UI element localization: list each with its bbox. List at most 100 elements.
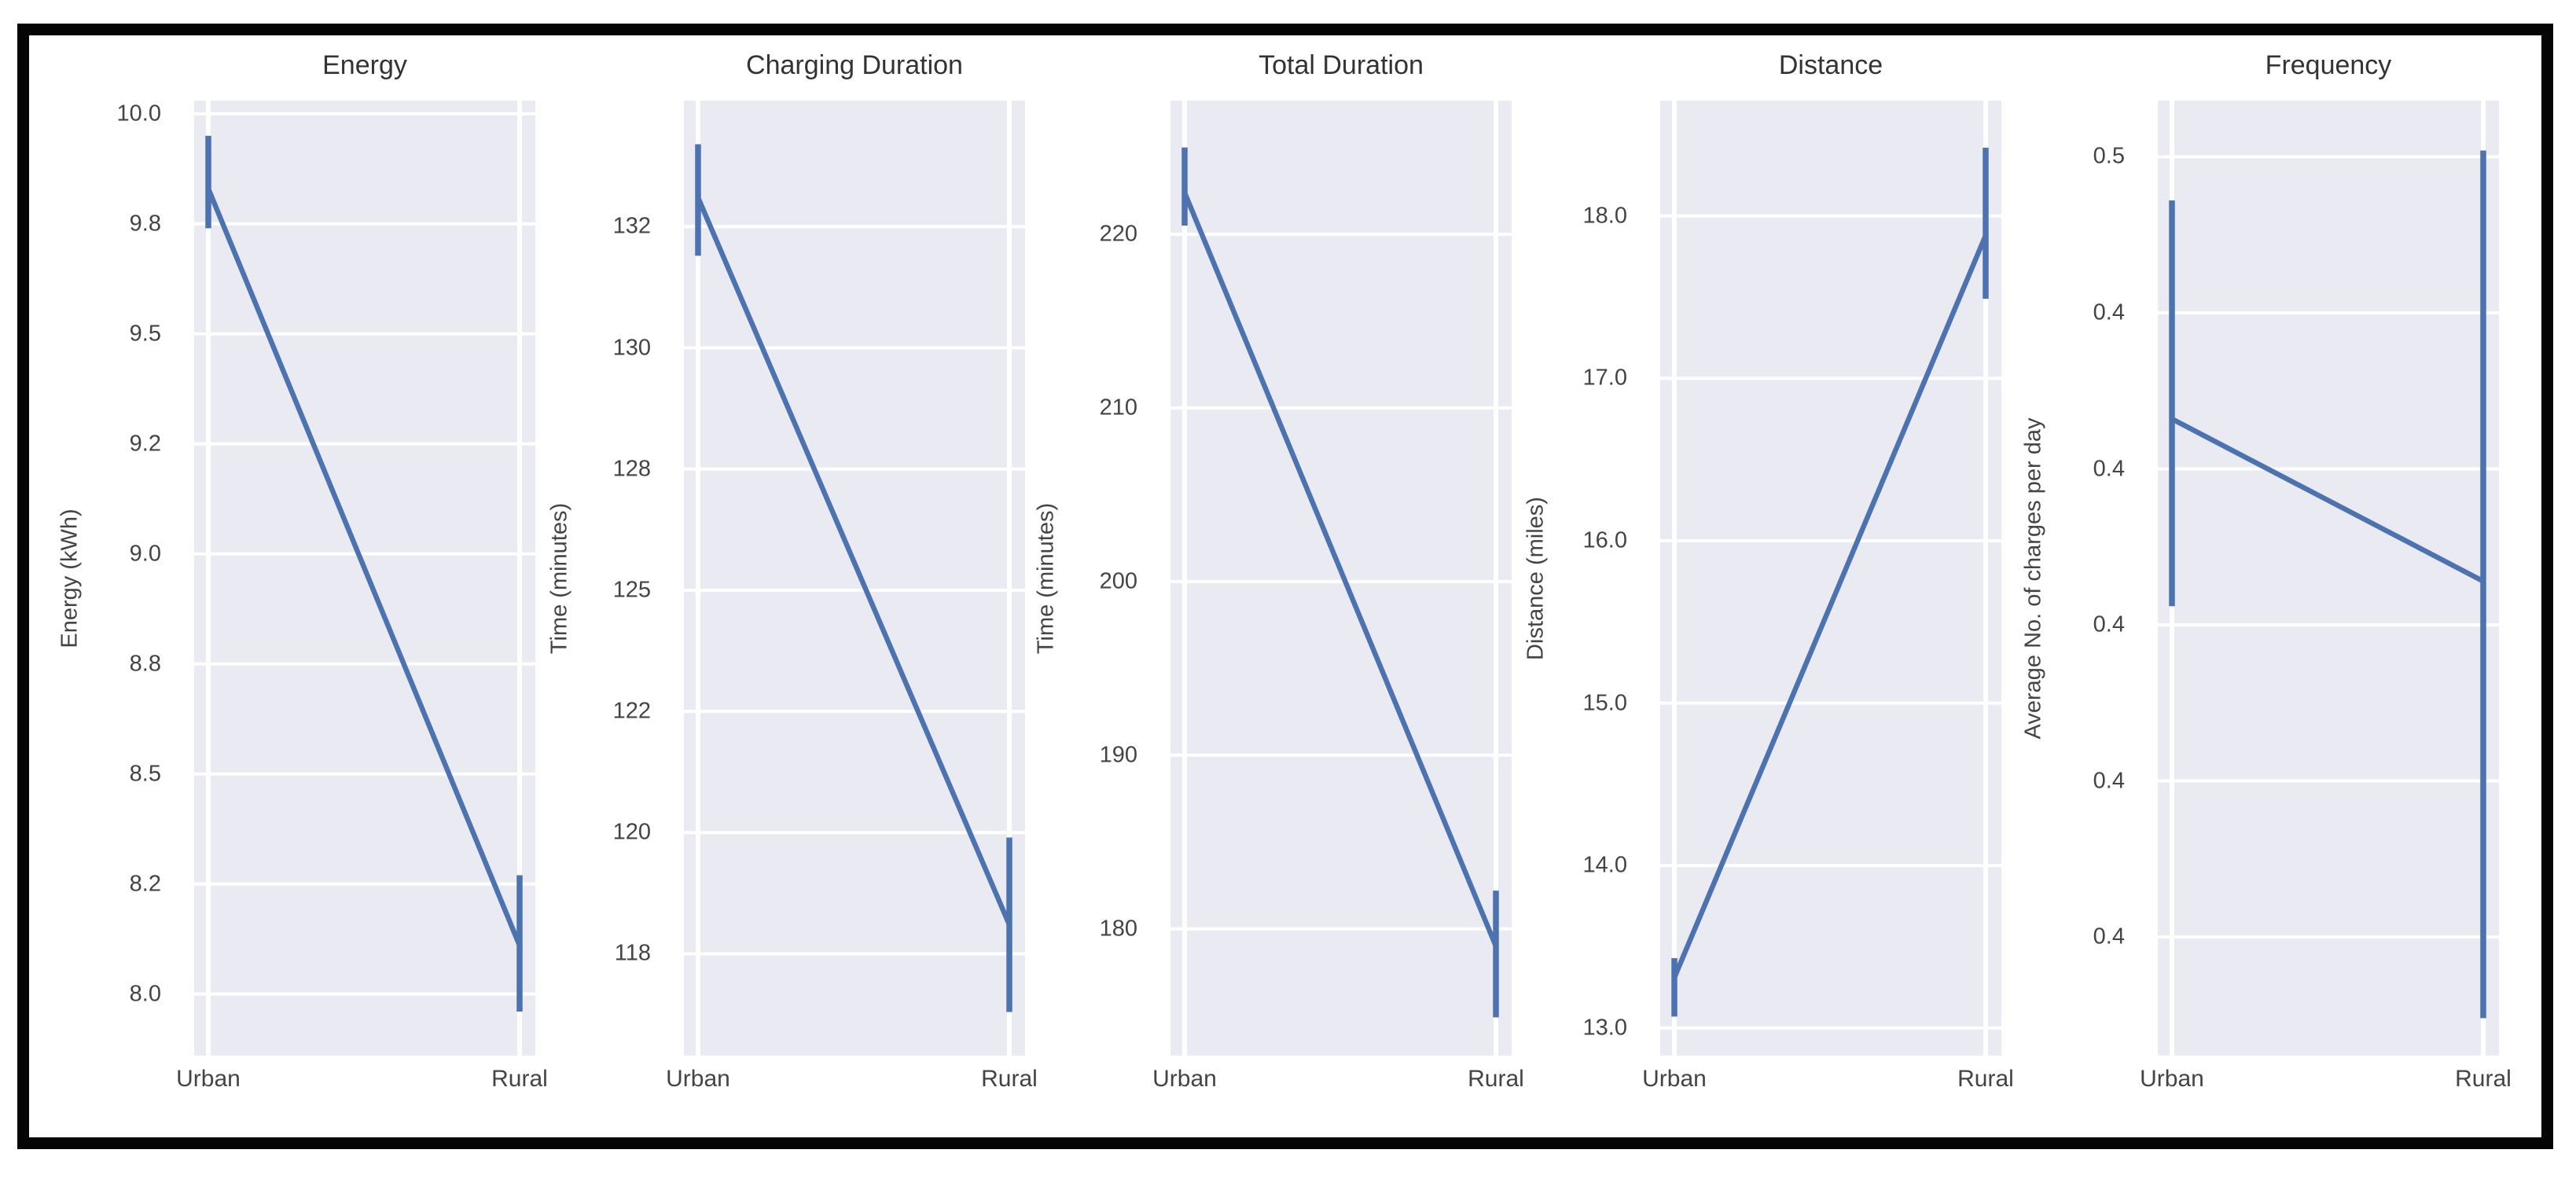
y-tick-label-charging-duration: 125 (612, 577, 651, 603)
gridline-horizontal (194, 882, 535, 886)
x-tick-label-urban: Urban (1642, 1066, 1707, 1092)
y-tick-label-charging-duration: 132 (612, 213, 651, 239)
gridline-vertical (696, 101, 700, 1056)
y-tick-label-total-duration: 200 (1099, 568, 1137, 594)
y-tick-label-energy: 8.0 (129, 981, 161, 1007)
x-tick-label-rural: Rural (1957, 1066, 2014, 1092)
gridline-horizontal (1660, 376, 2001, 380)
gridline-horizontal (684, 346, 1025, 350)
gridline-vertical (1494, 101, 1498, 1056)
x-tick-label-urban: Urban (176, 1066, 241, 1092)
gridline-horizontal (194, 332, 535, 336)
plot-background (1170, 101, 1512, 1056)
y-tick-label-total-duration: 220 (1099, 221, 1137, 247)
gridline-horizontal (1660, 538, 2001, 542)
subplot-title-total-duration: Total Duration (1259, 50, 1424, 80)
y-tick-label-charging-duration: 118 (614, 940, 651, 966)
subplot-title-charging-duration: Charging Duration (746, 50, 963, 80)
y-tick-label-total-duration: 210 (1099, 395, 1137, 421)
gridline-horizontal (1660, 864, 2001, 868)
series-mean-line (205, 187, 523, 947)
gridline-horizontal (1660, 214, 2001, 218)
gridline-horizontal (1660, 1026, 2001, 1030)
y-tick-label-total-duration: 180 (1099, 916, 1137, 942)
gridline-vertical (206, 101, 211, 1056)
gridline-horizontal (2158, 155, 2499, 159)
plot-background (1660, 101, 2001, 1056)
gridline-horizontal (2158, 623, 2499, 627)
gridline-horizontal (194, 772, 535, 776)
gridline-horizontal (684, 467, 1025, 471)
y-tick-label-energy: 9.0 (129, 541, 161, 567)
y-tick-label-charging-duration: 120 (612, 819, 651, 845)
gridline-horizontal (684, 952, 1025, 956)
gridline-horizontal (194, 112, 535, 116)
x-tick-label-urban: Urban (666, 1066, 730, 1092)
gridline-horizontal (2158, 467, 2499, 471)
gridline-horizontal (194, 222, 535, 226)
y-tick-label-energy: 8.8 (129, 651, 161, 677)
gridline-vertical (1182, 101, 1187, 1056)
y-tick-label-energy: 8.5 (129, 761, 161, 787)
plot-background (684, 101, 1025, 1056)
gridline-horizontal (1660, 701, 2001, 705)
y-tick-label-frequency: 0.4 (2093, 924, 2125, 949)
gridline-horizontal (2158, 935, 2499, 939)
x-tick-label-urban: Urban (1152, 1066, 1217, 1092)
y-tick-label-charging-duration: 122 (612, 698, 651, 724)
gridline-horizontal (1170, 579, 1512, 583)
gridline-horizontal (2158, 779, 2499, 783)
y-tick-label-energy: 8.2 (129, 871, 161, 897)
y-tick-label-distance: 16.0 (1582, 527, 1627, 553)
gridline-horizontal (1170, 927, 1512, 931)
y-tick-label-distance: 13.0 (1582, 1015, 1627, 1041)
gridline-horizontal (194, 662, 535, 666)
y-tick-label-energy: 9.2 (129, 431, 161, 457)
gridline-horizontal (684, 588, 1025, 592)
gridline-horizontal (194, 992, 535, 996)
y-tick-label-frequency: 0.4 (2093, 768, 2125, 794)
series-mean-line (1672, 234, 1988, 979)
gridline-vertical (1983, 101, 1988, 1056)
y-tick-label-distance: 14.0 (1582, 852, 1627, 878)
gridline-horizontal (194, 442, 535, 446)
gridline-vertical (1007, 101, 1012, 1056)
gridline-horizontal (1170, 753, 1512, 757)
series-mean-line (2170, 417, 2485, 584)
series-mean-line (1181, 191, 1499, 948)
gridline-horizontal (684, 225, 1025, 229)
gridline-horizontal (194, 552, 535, 556)
x-tick-label-rural: Rural (2455, 1066, 2512, 1092)
plot-area-total-duration (1170, 101, 1512, 1056)
x-tick-label-urban: Urban (2140, 1066, 2204, 1092)
y-tick-label-frequency: 0.5 (2093, 143, 2125, 169)
y-tick-label-frequency: 0.4 (2093, 299, 2125, 325)
gridline-horizontal (1170, 233, 1512, 237)
x-tick-label-rural: Rural (491, 1066, 548, 1092)
gridline-horizontal (1170, 406, 1512, 410)
x-tick-label-rural: Rural (1468, 1066, 1524, 1092)
plot-background (194, 101, 535, 1056)
y-tick-label-energy: 10.0 (116, 101, 161, 127)
y-tick-label-distance: 18.0 (1582, 203, 1627, 229)
plot-background (2158, 101, 2499, 1056)
y-tick-label-frequency: 0.4 (2093, 612, 2125, 637)
gridline-horizontal (684, 831, 1025, 835)
gridline-vertical (517, 101, 522, 1056)
y-tick-label-charging-duration: 128 (612, 456, 651, 482)
y-tick-label-energy: 9.5 (129, 321, 161, 347)
subplot-title-distance: Distance (1778, 50, 1883, 80)
subplot-title-frequency: Frequency (2265, 50, 2392, 80)
y-axis-label-distance: Distance (miles) (1523, 496, 1549, 660)
y-tick-label-charging-duration: 130 (612, 335, 651, 361)
y-tick-label-distance: 15.0 (1582, 690, 1627, 716)
gridline-horizontal (2158, 311, 2499, 314)
plot-area-frequency (2158, 101, 2499, 1056)
y-axis-label-energy: Energy (kWh) (57, 508, 83, 648)
series-mean-line (696, 196, 1012, 926)
y-tick-label-distance: 17.0 (1582, 365, 1627, 391)
y-tick-label-total-duration: 190 (1099, 742, 1137, 768)
x-tick-label-rural: Rural (981, 1066, 1038, 1092)
gridline-vertical (1672, 101, 1677, 1056)
